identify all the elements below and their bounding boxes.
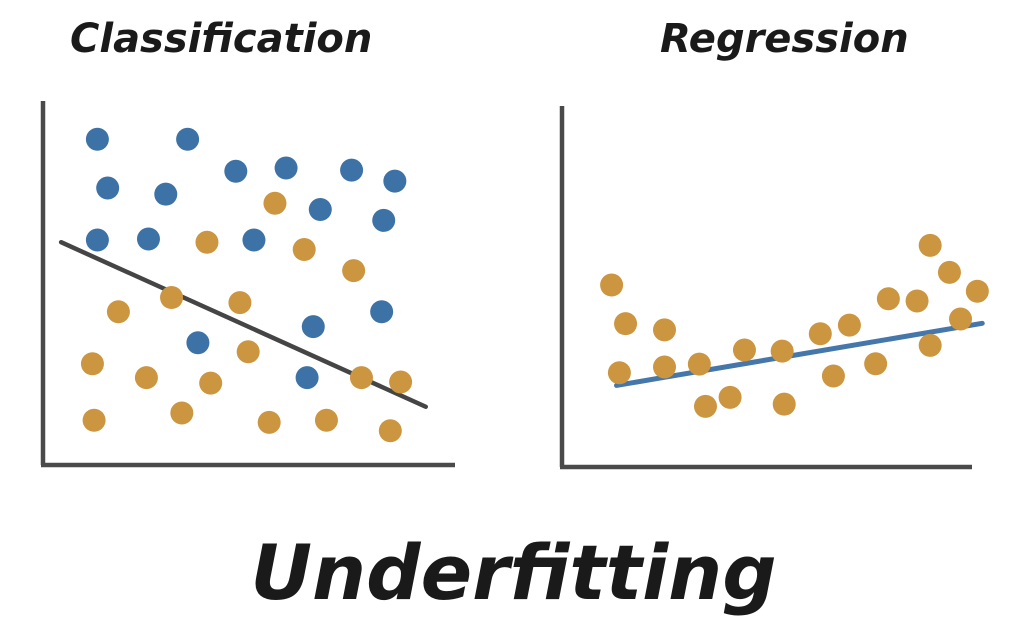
regression-point-class_b <box>949 307 973 331</box>
classification-point-class_a <box>274 156 298 180</box>
regression-point-class_b <box>937 260 961 284</box>
classification-point-class_a <box>383 169 407 193</box>
classification-point-class_a <box>186 331 210 355</box>
regression-plot <box>559 106 989 470</box>
classification-point-class_b <box>263 191 287 215</box>
regression-point-class_b <box>918 333 942 357</box>
classification-point-class_b <box>378 419 402 443</box>
regression-point-class_b <box>918 233 942 257</box>
regression-point-class_b <box>732 338 756 362</box>
classification-point-class_a <box>224 159 248 183</box>
regression-point-class_b <box>905 289 929 313</box>
classification-point-class_a <box>176 127 200 151</box>
classification-point-class_a <box>96 176 120 200</box>
classification-point-class_a <box>154 182 178 206</box>
classification-title: Classification <box>70 16 373 62</box>
regression-point-class_b <box>965 279 989 303</box>
classification-point-class_b <box>236 340 260 364</box>
regression-title: Regression <box>660 16 909 62</box>
classification-point-class_b <box>106 300 130 324</box>
classification-point-class_b <box>349 366 373 390</box>
classification-point-class_a <box>308 197 332 221</box>
regression-point-class_b <box>614 312 638 336</box>
classification-point-class_b <box>257 410 281 434</box>
classification-point-class_a <box>340 158 364 182</box>
regression-point-class_b <box>694 394 717 418</box>
regression-point-class_b <box>687 352 711 376</box>
classification-point-class_a <box>370 300 394 324</box>
classification-point-class_a <box>136 227 160 251</box>
regression-point-class_b <box>821 364 845 388</box>
regression-point-class_b <box>770 339 794 363</box>
classification-point-class_b <box>170 401 194 425</box>
classification-point-class_b <box>342 259 366 283</box>
classification-point-class_a <box>85 127 109 151</box>
regression-point-class_b <box>876 287 900 311</box>
classification-point-class_b <box>228 291 252 315</box>
regression-fit-line <box>614 320 985 388</box>
classification-point-class_a <box>242 228 266 252</box>
regression-point-class_b <box>600 273 624 297</box>
regression-point-class_b <box>718 385 742 409</box>
classification-point-class_b <box>134 366 158 390</box>
classification-point-class_a <box>301 315 325 339</box>
classification-point-class_b <box>195 230 219 254</box>
regression-point-class_b <box>808 322 832 346</box>
classification-point-class_a <box>372 208 396 232</box>
regression-point-class_b <box>653 355 676 379</box>
classification-point-class_b <box>389 370 413 394</box>
classification-point-class_a <box>295 366 319 390</box>
regression-point-class_b <box>653 318 676 342</box>
classification-plot <box>40 101 455 468</box>
regression-point-class_b <box>837 313 861 337</box>
classification-point-class_b <box>292 238 316 262</box>
classification-point-class_b <box>314 408 338 432</box>
classification-point-class_b <box>82 408 106 432</box>
regression-point-class_b <box>864 352 888 376</box>
classification-point-class_a <box>85 228 109 252</box>
classification-point-class_b <box>199 371 223 395</box>
classification-point-class_b <box>80 352 104 376</box>
classification-point-class_b <box>160 286 184 310</box>
underfitting-title: Underfitting <box>250 528 777 617</box>
regression-point-class_b <box>607 361 631 385</box>
regression-point-class_b <box>772 392 796 416</box>
